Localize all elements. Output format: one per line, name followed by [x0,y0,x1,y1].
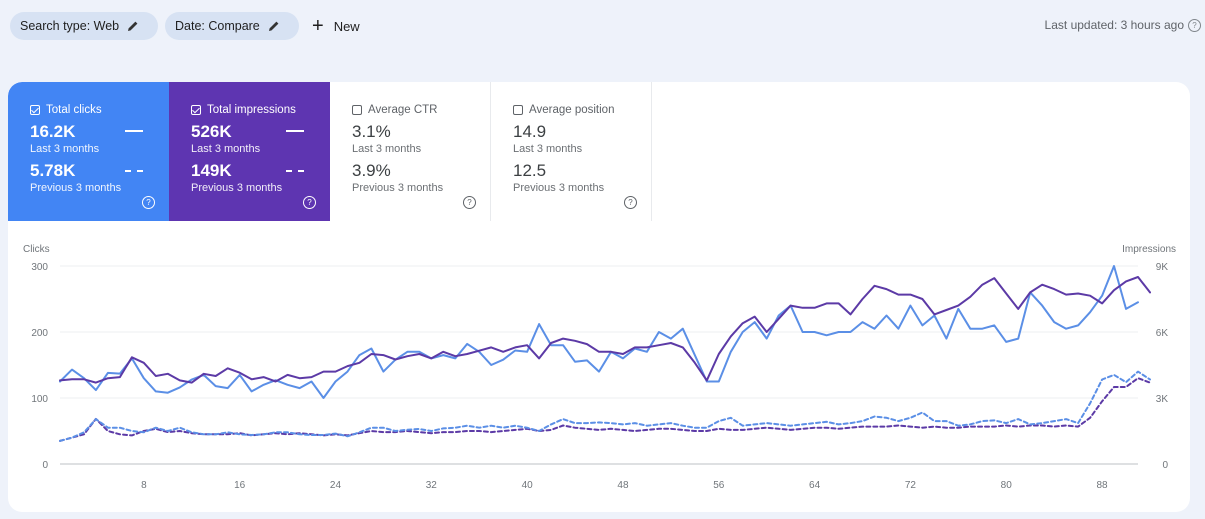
checkbox-checked-icon[interactable] [191,105,201,115]
metric-previous-value: 149K [191,161,232,180]
new-filter-label: New [333,18,360,34]
dashed-line-legend-icon [286,170,304,172]
x-axis-tick-label: 40 [522,480,534,491]
filter-bar: Search type: Web Date: Compare + New Las… [0,0,1205,52]
date-filter-chip[interactable]: Date: Compare [165,12,299,40]
metric-previous-value: 3.9% [352,161,391,180]
help-icon[interactable]: ? [1188,18,1201,32]
left-axis-tick-label: 100 [31,394,48,405]
metric-label: Average CTR [368,104,438,116]
x-axis-tick-label: 48 [617,480,629,491]
series-line-clicks-current [59,265,1139,399]
checkbox-unchecked-icon[interactable] [513,105,523,115]
help-icon[interactable]: ? [463,196,476,209]
metric-previous-period: Previous 3 months [30,182,122,194]
right-axis-tick-label: 3K [1156,394,1169,405]
new-filter-button[interactable]: + New [312,12,360,40]
metric-card-average-position[interactable]: Average position 14.9 Last 3 months 12.5… [491,82,652,221]
metric-current-value: 526K [191,122,232,141]
search-type-filter-chip[interactable]: Search type: Web [10,12,158,40]
last-updated-text: Last updated: 3 hours ago [1044,18,1184,32]
metric-current-period: Last 3 months [30,143,100,155]
right-axis-tick-label: 9K [1156,262,1169,273]
series-line-impressions-previous [59,377,1151,442]
solid-line-legend-icon [286,130,304,132]
left-axis-tick-label: 300 [31,262,48,273]
help-icon[interactable]: ? [303,196,316,209]
metric-previous-period: Previous 3 months [352,182,444,194]
x-axis-tick-label: 72 [905,480,917,491]
metric-card-total-impressions[interactable]: Total impressions 526K Last 3 months 149… [169,82,330,221]
metric-previous-period: Previous 3 months [191,182,283,194]
right-axis-tick-label: 6K [1156,328,1169,339]
x-axis-tick-label: 24 [330,480,342,491]
left-axis-tick-label: 200 [31,328,48,339]
checkbox-checked-icon[interactable] [30,105,40,115]
metric-card-total-clicks[interactable]: Total clicks 16.2K Last 3 months 5.78K P… [8,82,169,221]
solid-line-legend-icon [125,130,143,132]
metric-current-period: Last 3 months [513,143,583,155]
pencil-icon [268,21,279,31]
last-updated: Last updated: 3 hours ago ? [1045,18,1201,32]
metric-previous-value: 5.78K [30,161,76,180]
series-line-impressions-current [59,276,1151,384]
date-filter-label: Date: Compare [175,19,260,33]
performance-panel: Total clicks 16.2K Last 3 months 5.78K P… [8,82,1190,512]
help-icon[interactable]: ? [142,196,155,209]
metric-label: Average position [529,104,615,116]
x-axis-tick-label: 56 [713,480,725,491]
metric-current-period: Last 3 months [191,143,261,155]
pencil-icon [128,21,138,31]
x-axis-tick-label: 8 [141,480,147,491]
performance-chart[interactable]: 0 100 200 300 0 3K 6K 9K Clicks Impressions 8 16 24 3… [8,232,1190,512]
plus-icon: + [312,15,324,37]
x-axis-tick-label: 16 [234,480,246,491]
metric-current-value: 14.9 [513,122,547,141]
metric-previous-value: 12.5 [513,161,547,180]
dashed-line-legend-icon [125,170,143,172]
metric-current-value: 16.2K [30,122,76,141]
left-axis-tick-label: 0 [42,460,48,471]
metric-current-period: Last 3 months [352,143,422,155]
series-line-clicks-previous [59,370,1151,442]
metric-previous-period: Previous 3 months [513,182,605,194]
x-axis-tick-label: 64 [809,480,821,491]
x-axis-tick-label: 88 [1097,480,1109,491]
checkbox-unchecked-icon[interactable] [352,105,362,115]
metric-current-value: 3.1% [352,122,391,141]
x-axis-tick-label: 80 [1001,480,1013,491]
metric-label: Total impressions [207,104,296,116]
metric-label: Total clicks [46,104,102,116]
right-axis-tick-label: 0 [1162,460,1168,471]
search-type-filter-label: Search type: Web [20,19,120,33]
left-axis-label: Clicks [23,244,50,255]
x-axis-tick-label: 32 [426,480,438,491]
metric-card-average-ctr[interactable]: Average CTR 3.1% Last 3 months 3.9% Prev… [330,82,491,221]
right-axis-label: Impressions [1122,244,1176,255]
help-icon[interactable]: ? [624,196,637,209]
